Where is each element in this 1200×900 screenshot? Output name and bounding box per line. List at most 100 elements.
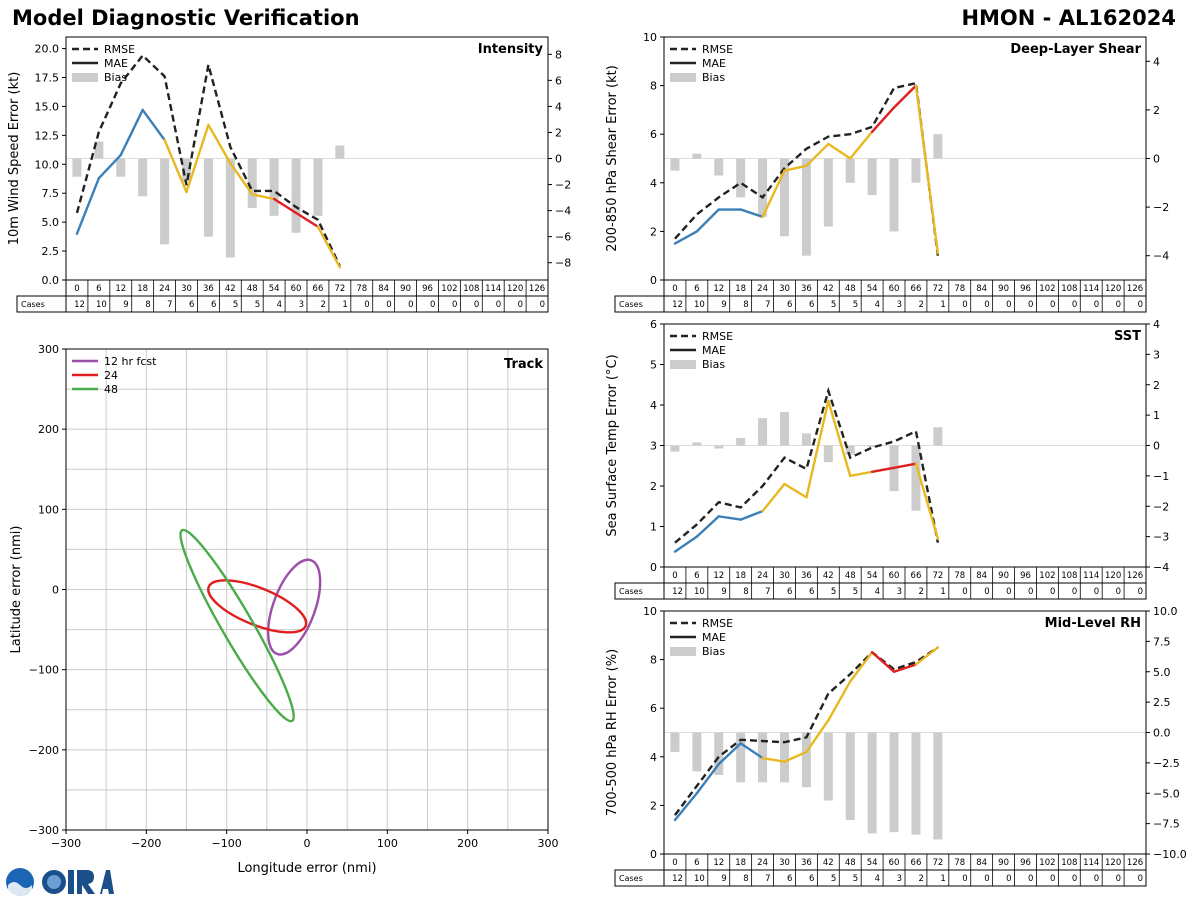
sst-ytick-label: 5 [650, 359, 657, 372]
shear-cases-cell: 0 [1116, 300, 1121, 310]
sst-title: SST [1114, 329, 1141, 344]
rh-leadhour-cell: 84 [976, 858, 987, 868]
intensity-mae-segment [229, 161, 254, 196]
sst-bias-bar [758, 418, 768, 446]
intensity-cases-cell: 0 [386, 300, 391, 310]
shear-cases-cell: 6 [809, 300, 814, 310]
rh-leadhour-cell: 72 [932, 858, 943, 868]
rh-bias-bar [933, 732, 943, 840]
rh-cases-cell: 5 [853, 874, 858, 884]
shear-bias-bar [911, 158, 921, 183]
rh-cases-cell: 6 [787, 874, 792, 884]
rh-cases-cell: 0 [984, 874, 989, 884]
shear-y2tick-label: 0 [1153, 153, 1160, 166]
sst-legend-rmse-label: RMSE [702, 330, 733, 343]
sst-cases-cell: 0 [1006, 587, 1011, 597]
intensity-y2tick-label: 0 [555, 153, 562, 166]
rh-leadhour-cell: 48 [845, 858, 856, 868]
sst-cases-cell: 5 [853, 587, 858, 597]
rh-leadhour-cell: 42 [823, 858, 834, 868]
sst-cases-cell: 8 [743, 587, 748, 597]
intensity-cases-cell: 0 [518, 300, 523, 310]
shear-title: Deep-Layer Shear [1010, 42, 1141, 57]
rh-leadhour-cell: 66 [911, 858, 922, 868]
intensity-legend-rmse-label: RMSE [104, 43, 135, 56]
intensity-mae-segment [163, 138, 188, 194]
shear-mae-segment [761, 169, 786, 219]
sst-leadhour-cell: 6 [694, 571, 699, 581]
rh-leadhour-cell: 18 [735, 858, 746, 868]
rh-bias-bar [889, 732, 899, 833]
intensity-ylabel: 10m Wind Speed Error (kt) [7, 72, 22, 246]
sst-cases-cell: 0 [1072, 587, 1077, 597]
sst-cases-cell: 9 [721, 587, 726, 597]
intensity-leadhour-cell: 36 [203, 284, 214, 294]
intensity-y2tick-label: 6 [555, 74, 562, 87]
shear-leadhour-cell: 78 [954, 284, 965, 294]
rh-cases-cell: 0 [1050, 874, 1055, 884]
shear-bias-bar [933, 134, 943, 159]
intensity-leadhour-cell: 12 [115, 284, 126, 294]
shear-cases-cell: 9 [721, 300, 726, 310]
track-legend-label: 48 [104, 383, 118, 396]
shear-ytick-label: 10 [643, 31, 657, 44]
track-legend-label: 24 [104, 369, 118, 382]
rh-rmse-line [673, 646, 939, 816]
rh-leadhour-cell: 108 [1061, 858, 1077, 868]
intensity-y2tick-label: −4 [555, 205, 571, 218]
track-ytick-label: −200 [29, 744, 59, 757]
rh-leadhour-cell: 24 [757, 858, 768, 868]
intensity-bias-bar [269, 158, 279, 216]
sst-y2tick-label: −1 [1153, 470, 1169, 483]
rh-leadhour-cell: 120 [1105, 858, 1121, 868]
track-xtick-label: 300 [538, 837, 559, 850]
rh-y2tick-label: −10.0 [1153, 848, 1187, 861]
rh-cases-cell: 0 [1116, 874, 1121, 884]
rh-bias-bar [845, 732, 855, 820]
shear-mae-segment [805, 142, 830, 167]
rh-y2tick-label: 2.5 [1153, 696, 1171, 709]
shear-cases-cell: 5 [831, 300, 836, 310]
intensity-leadhour-cell: 78 [356, 284, 367, 294]
sst-cases-cell: 0 [1138, 587, 1143, 597]
intensity-bias-bar [291, 158, 301, 233]
shear-ylabel: 200-850 hPa Shear Error (kt) [605, 65, 620, 252]
shear-cases-cell: 0 [984, 300, 989, 310]
sst-leadhour-cell: 36 [801, 571, 812, 581]
intensity-leadhour-cell: 48 [247, 284, 258, 294]
shear-cases-cell: 2 [918, 300, 923, 310]
shear-leadhour-cell: 102 [1039, 284, 1055, 294]
intensity-mae-segment [294, 211, 320, 228]
intensity-cases-cell: 10 [96, 300, 107, 310]
track-xtick-label: −300 [51, 837, 81, 850]
sst-leadhour-cell: 120 [1105, 571, 1121, 581]
shear-cases-cell: 10 [694, 300, 705, 310]
rh-leadhour-cell: 126 [1127, 858, 1143, 868]
shear-cases-cell: 0 [1094, 300, 1099, 310]
sst-bias-bar [692, 442, 702, 446]
shear-legend-bias-label: Bias [702, 71, 725, 84]
intensity-ytick-label: 7.5 [42, 187, 60, 200]
shear-legend-rmse-label: RMSE [702, 43, 733, 56]
shear-y2tick-label: 4 [1153, 55, 1160, 68]
rh-y2tick-label: −5.0 [1153, 787, 1180, 800]
rh-cases-cell: 4 [875, 874, 880, 884]
sst-leadhour-cell: 66 [911, 571, 922, 581]
sst-mae-segment [695, 515, 720, 538]
sst-bias-bar [823, 445, 833, 463]
shear-mae-segment [827, 142, 852, 160]
track-ellipse-48hr [179, 528, 295, 723]
rh-leadhour-cell: 30 [779, 858, 790, 868]
sst-leadhour-cell: 126 [1127, 571, 1143, 581]
sst-cases-cell: 7 [765, 587, 770, 597]
sst-bias-bar [911, 445, 921, 511]
shear-leadhour-cell: 114 [1083, 284, 1099, 294]
rh-bias-bar [780, 732, 789, 783]
intensity-leadhour-cell: 0 [74, 284, 79, 294]
sst-leadhour-cell: 102 [1039, 571, 1055, 581]
shear-leadhour-cell: 30 [779, 284, 790, 294]
intensity-bias-bar [72, 158, 82, 177]
intensity-mae-segment [251, 193, 276, 201]
intensity-y2tick-label: −2 [555, 179, 571, 192]
shear-mae-segment [892, 84, 918, 109]
